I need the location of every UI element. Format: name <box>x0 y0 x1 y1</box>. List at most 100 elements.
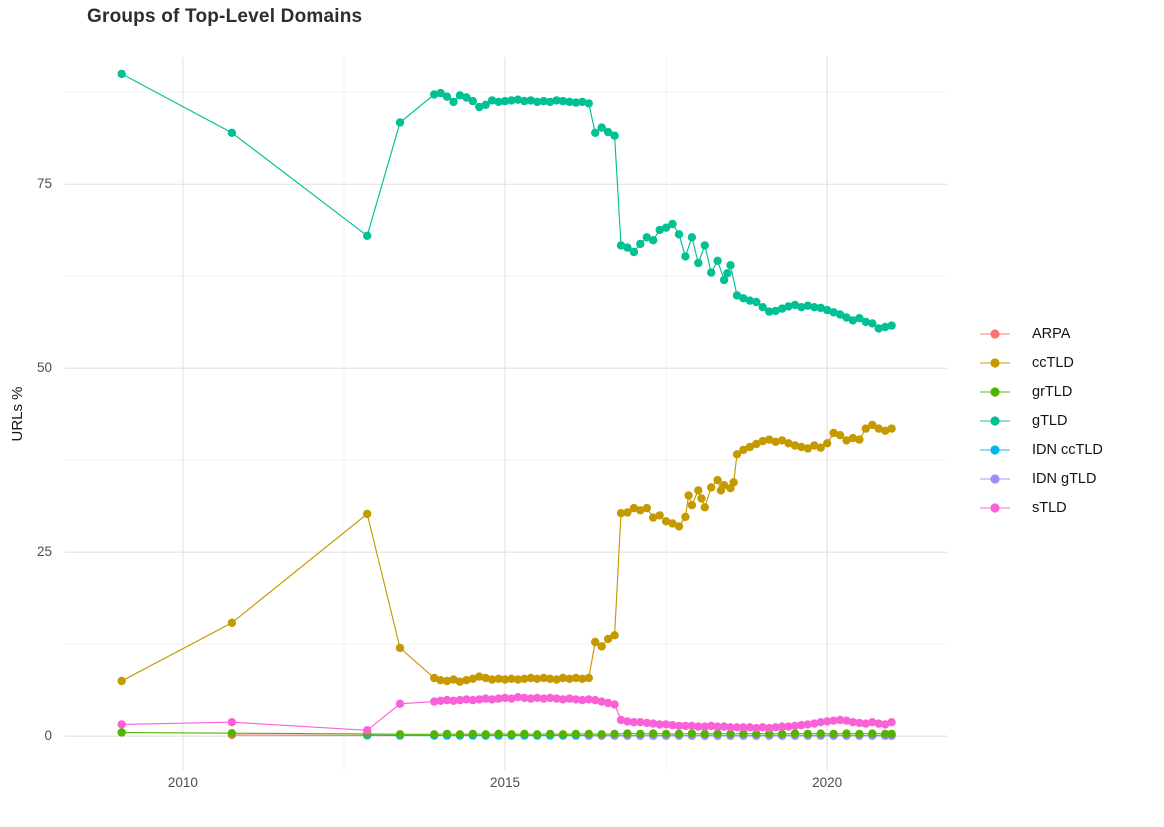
data-point <box>462 676 471 685</box>
data-point <box>739 445 748 455</box>
data-point <box>835 715 845 725</box>
data-point <box>700 503 709 512</box>
data-point <box>855 435 864 444</box>
data-point <box>732 450 742 459</box>
data-point <box>584 99 593 108</box>
data-point <box>539 694 548 703</box>
data-point <box>881 322 890 332</box>
legend-label: IDN gTLD <box>1032 470 1097 487</box>
data-point <box>655 511 664 520</box>
data-point <box>395 118 405 127</box>
chart-title: Groups of Top-Level Domains <box>87 6 363 27</box>
data-point <box>636 718 645 727</box>
data-point <box>707 483 716 492</box>
legend-label: grTLD <box>1032 383 1073 400</box>
data-point <box>500 96 510 106</box>
series-gtld <box>117 69 896 333</box>
legend-key-icon <box>980 328 1010 339</box>
data-point <box>887 718 896 727</box>
data-point <box>842 729 851 738</box>
data-point <box>558 673 568 683</box>
data-point <box>655 225 664 235</box>
data-point <box>835 310 845 319</box>
data-point <box>565 694 574 703</box>
data-point <box>449 696 458 705</box>
legend-key-icon <box>980 502 1010 513</box>
data-point <box>571 673 581 683</box>
legend-key-icon <box>980 444 1010 455</box>
data-point <box>442 676 452 686</box>
data-point <box>681 721 690 731</box>
data-point <box>674 729 684 739</box>
data-point <box>430 697 439 706</box>
data-point <box>777 722 787 731</box>
legend-item-gtld: gTLD <box>978 406 1103 435</box>
data-point <box>552 675 561 684</box>
y-tick-label-25: 25 <box>36 544 52 560</box>
data-point <box>668 219 677 229</box>
data-point <box>816 303 825 313</box>
data-point <box>707 721 716 731</box>
data-point <box>803 444 812 453</box>
x-tick-label-2020: 2020 <box>812 775 843 790</box>
data-point <box>513 95 523 104</box>
data-point <box>500 693 510 703</box>
data-point <box>694 486 703 495</box>
data-point <box>842 716 851 725</box>
data-point <box>803 729 812 739</box>
data-point <box>726 729 735 739</box>
data-point <box>468 96 477 106</box>
data-point <box>697 494 706 503</box>
data-point <box>610 131 619 140</box>
data-point <box>616 715 626 725</box>
y-tick-label-50: 50 <box>36 360 52 376</box>
data-point <box>603 127 613 137</box>
series-cctld <box>117 420 896 686</box>
data-point <box>674 721 684 731</box>
gridlines <box>65 57 947 770</box>
data-point <box>430 730 439 739</box>
data-point <box>777 729 787 739</box>
data-point <box>395 643 405 653</box>
data-point <box>687 500 697 510</box>
data-point <box>494 729 503 739</box>
data-point <box>520 674 529 683</box>
data-point <box>545 729 555 739</box>
data-point <box>526 673 535 683</box>
data-point <box>739 729 748 738</box>
series-grtld <box>117 728 896 739</box>
data-point <box>681 252 690 261</box>
data-point <box>668 519 677 528</box>
data-point <box>227 718 237 727</box>
data-point <box>868 729 877 738</box>
data-point <box>558 730 568 739</box>
data-point <box>436 676 445 685</box>
data-point <box>823 717 832 726</box>
data-point <box>616 241 626 250</box>
data-point <box>797 720 806 730</box>
data-point <box>855 729 864 739</box>
data-point <box>545 674 555 683</box>
data-point <box>687 233 697 242</box>
data-point <box>623 717 632 726</box>
data-point <box>752 729 761 739</box>
data-point <box>810 303 819 312</box>
data-point <box>739 723 748 732</box>
data-point <box>539 673 548 683</box>
legend-item-arpa: ARPA <box>978 319 1103 348</box>
data-point <box>874 719 883 728</box>
data-point <box>363 231 372 240</box>
data-point <box>642 503 651 513</box>
data-point <box>874 324 883 333</box>
data-point <box>684 491 693 500</box>
data-point <box>771 723 780 732</box>
data-point <box>597 697 606 706</box>
data-point <box>117 728 126 737</box>
data-point <box>584 729 593 739</box>
data-point <box>868 420 877 430</box>
data-point <box>649 236 658 245</box>
data-point <box>507 694 516 703</box>
data-point <box>661 223 671 232</box>
data-point <box>797 303 806 312</box>
